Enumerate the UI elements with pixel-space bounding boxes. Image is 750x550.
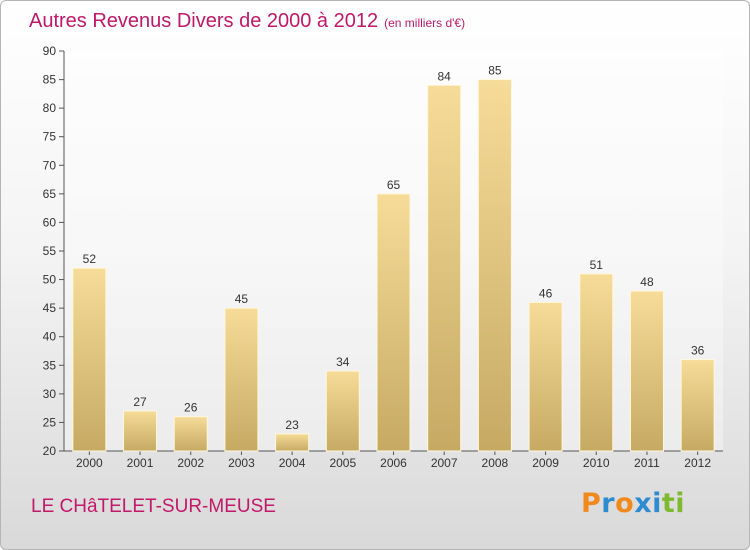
bar-2007 xyxy=(427,84,462,452)
x-tick-label: 2006 xyxy=(380,456,407,470)
x-tick-label: 2008 xyxy=(482,456,509,470)
logo-letter: i xyxy=(675,488,686,519)
y-tick-label: 25 xyxy=(43,415,57,429)
bar-2002 xyxy=(173,416,208,452)
bar-2004 xyxy=(275,433,310,452)
y-tick-label: 55 xyxy=(43,244,57,258)
bar-value-label: 45 xyxy=(235,292,249,306)
y-tick-label: 60 xyxy=(43,215,57,229)
y-tick-label: 30 xyxy=(43,387,57,401)
logo-letter: o xyxy=(615,488,635,519)
x-tick-label: 2004 xyxy=(279,456,306,470)
x-tick-label: 2001 xyxy=(127,456,154,470)
bar-2001 xyxy=(123,410,158,452)
bar-2000 xyxy=(72,267,107,452)
bar-2003 xyxy=(224,307,259,452)
bar-value-label: 34 xyxy=(336,355,350,369)
logo-letter: i xyxy=(652,488,662,519)
bar-2006 xyxy=(376,193,411,452)
y-tick-label: 85 xyxy=(43,73,57,87)
bar-2009 xyxy=(528,301,563,452)
chart-title: Autres Revenus Divers de 2000 à 2012 (en … xyxy=(29,10,465,33)
bar-value-label: 46 xyxy=(539,286,553,300)
logo-letter: x xyxy=(634,488,653,519)
y-tick-label: 20 xyxy=(43,444,57,458)
bar-2010 xyxy=(579,273,614,452)
x-tick-label: 2010 xyxy=(583,456,610,470)
bar-value-label: 26 xyxy=(184,401,198,415)
y-tick-label: 50 xyxy=(43,273,57,287)
x-tick-label: 2007 xyxy=(431,456,458,470)
bar-value-label: 23 xyxy=(285,418,299,432)
y-tick-label: 70 xyxy=(43,158,57,172)
logo-letter: t xyxy=(661,488,676,519)
x-tick-label: 2009 xyxy=(532,456,559,470)
bar-value-label: 84 xyxy=(438,69,452,83)
y-tick-label: 45 xyxy=(43,301,57,315)
x-tick-label: 2000 xyxy=(76,456,103,470)
bar-2005 xyxy=(325,370,360,452)
x-tick-label: 2005 xyxy=(329,456,356,470)
bar-2008 xyxy=(477,79,512,452)
y-tick-label: 80 xyxy=(43,101,57,115)
bar-value-label: 27 xyxy=(133,395,147,409)
x-tick-label: 2012 xyxy=(684,456,711,470)
bar-value-label: 65 xyxy=(387,178,401,192)
x-tick-label: 2011 xyxy=(634,456,660,470)
y-tick-label: 40 xyxy=(43,330,57,344)
logo-letter: r xyxy=(601,488,616,519)
chart-subtitle: (en milliers d'€) xyxy=(384,16,466,30)
chart-title-text: Autres Revenus Divers de 2000 à 2012 xyxy=(29,10,379,32)
y-tick-label: 35 xyxy=(43,358,57,372)
bar-value-label: 51 xyxy=(590,258,604,272)
city-name: LE CHâTELET-SUR-MEUSE xyxy=(31,496,276,517)
x-tick-label: 2003 xyxy=(228,456,255,470)
bar-value-label: 85 xyxy=(488,64,502,78)
x-tick-label: 2002 xyxy=(177,456,204,470)
logo-letter: P xyxy=(581,488,602,519)
y-tick-label: 90 xyxy=(43,44,57,58)
proxiti-logo: Proxiti xyxy=(581,488,685,519)
bar-2011 xyxy=(629,290,664,452)
bar-2012 xyxy=(680,359,715,452)
bar-value-label: 48 xyxy=(640,275,654,289)
bar-value-label: 52 xyxy=(83,252,97,266)
bar-value-label: 36 xyxy=(691,344,705,358)
y-tick-label: 75 xyxy=(43,130,57,144)
y-tick-label: 65 xyxy=(43,187,57,201)
